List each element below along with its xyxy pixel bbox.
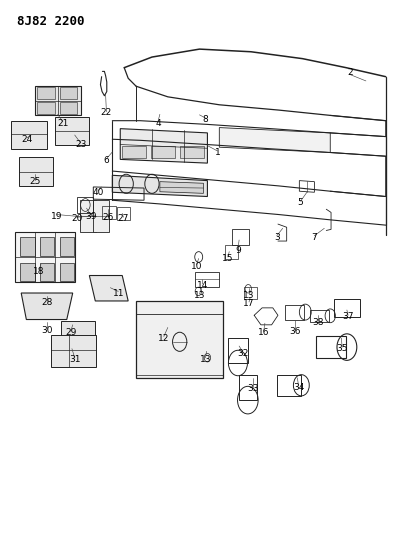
Polygon shape xyxy=(122,146,146,158)
Polygon shape xyxy=(93,200,109,232)
Text: 32: 32 xyxy=(237,350,249,359)
Polygon shape xyxy=(40,263,55,281)
Text: 9: 9 xyxy=(235,246,241,255)
Text: 19: 19 xyxy=(51,212,63,221)
Polygon shape xyxy=(21,293,73,319)
Text: 33: 33 xyxy=(247,384,259,393)
Text: 3: 3 xyxy=(274,233,280,242)
Polygon shape xyxy=(160,182,203,193)
Text: 26: 26 xyxy=(103,213,114,222)
Text: 13: 13 xyxy=(243,291,255,300)
Polygon shape xyxy=(180,146,204,158)
Polygon shape xyxy=(40,237,55,256)
Polygon shape xyxy=(37,87,55,99)
Polygon shape xyxy=(20,263,35,281)
Text: 22: 22 xyxy=(101,108,112,117)
Text: 28: 28 xyxy=(41,298,53,307)
Text: 6: 6 xyxy=(103,156,109,165)
Polygon shape xyxy=(59,102,77,114)
Text: 7: 7 xyxy=(312,233,317,242)
Text: 39: 39 xyxy=(85,212,96,221)
Text: 15: 15 xyxy=(222,254,234,263)
Polygon shape xyxy=(51,335,96,367)
Polygon shape xyxy=(219,127,330,152)
Polygon shape xyxy=(20,237,35,256)
Polygon shape xyxy=(19,157,53,186)
Text: 1: 1 xyxy=(214,148,220,157)
Text: 20: 20 xyxy=(71,214,82,223)
Text: 5: 5 xyxy=(298,198,303,207)
Text: 8J82 2200: 8J82 2200 xyxy=(17,14,85,28)
Text: 4: 4 xyxy=(155,119,161,128)
Polygon shape xyxy=(60,237,74,256)
Text: 34: 34 xyxy=(293,383,304,392)
Text: 17: 17 xyxy=(243,299,255,308)
Polygon shape xyxy=(113,175,207,197)
Text: 12: 12 xyxy=(158,334,170,343)
Text: 25: 25 xyxy=(30,177,41,186)
Text: 18: 18 xyxy=(33,268,45,276)
Text: 16: 16 xyxy=(258,328,269,337)
Text: 8: 8 xyxy=(203,115,208,124)
Polygon shape xyxy=(11,120,47,149)
Polygon shape xyxy=(55,117,89,144)
Polygon shape xyxy=(151,146,175,158)
Text: 27: 27 xyxy=(118,214,129,223)
Polygon shape xyxy=(89,276,128,301)
Text: 30: 30 xyxy=(41,326,53,335)
Text: 10: 10 xyxy=(191,262,202,271)
Text: 29: 29 xyxy=(65,328,77,337)
Polygon shape xyxy=(61,320,95,336)
Text: 2: 2 xyxy=(347,68,353,77)
Text: 38: 38 xyxy=(313,318,324,327)
Polygon shape xyxy=(136,301,223,378)
Text: 36: 36 xyxy=(289,327,300,336)
Text: 11: 11 xyxy=(113,288,124,297)
Polygon shape xyxy=(120,128,207,163)
Polygon shape xyxy=(15,232,75,282)
Text: 31: 31 xyxy=(69,355,81,364)
Text: 40: 40 xyxy=(93,188,104,197)
Polygon shape xyxy=(59,87,77,99)
Text: 14: 14 xyxy=(197,281,208,290)
Text: 23: 23 xyxy=(75,140,86,149)
Text: 37: 37 xyxy=(342,312,354,321)
Polygon shape xyxy=(35,86,81,115)
Text: 24: 24 xyxy=(22,135,33,144)
Text: 13: 13 xyxy=(194,291,205,300)
Text: 13: 13 xyxy=(200,355,211,364)
Text: 21: 21 xyxy=(57,119,69,128)
Polygon shape xyxy=(37,102,55,114)
Text: 35: 35 xyxy=(336,344,348,353)
Polygon shape xyxy=(60,263,74,281)
Polygon shape xyxy=(80,200,96,232)
